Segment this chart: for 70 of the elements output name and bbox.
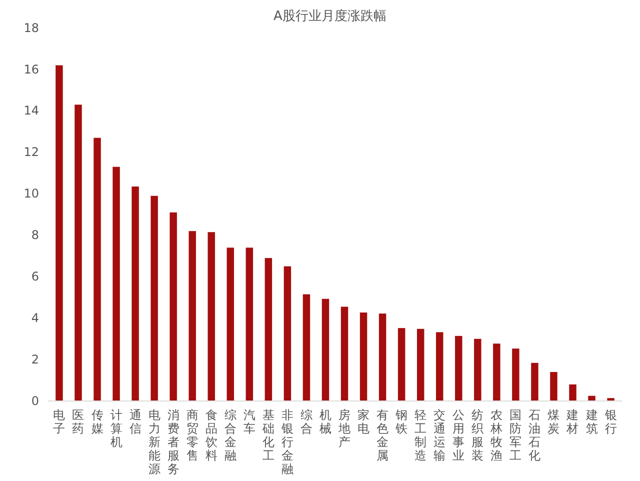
x-tick-label: 建筑 bbox=[584, 408, 598, 436]
y-tick-label: 16 bbox=[24, 62, 39, 76]
y-tick-label: 18 bbox=[24, 20, 39, 35]
x-tick-label: 计算机 bbox=[110, 408, 122, 449]
bar bbox=[188, 231, 196, 401]
x-tick-label: 纺织服装 bbox=[472, 408, 484, 462]
bar bbox=[246, 248, 254, 401]
y-tick-label: 2 bbox=[31, 352, 39, 366]
bar bbox=[588, 396, 596, 401]
x-tick-label: 医药 bbox=[72, 408, 84, 436]
x-tick-label: 综合 bbox=[300, 408, 312, 436]
bar bbox=[94, 138, 101, 401]
bar bbox=[74, 104, 82, 401]
x-tick-label: 公用事业 bbox=[452, 408, 465, 462]
x-tick-label: 房地产 bbox=[338, 408, 351, 449]
x-tick-label: 传媒 bbox=[91, 408, 104, 436]
y-tick-label: 8 bbox=[31, 228, 39, 242]
bar bbox=[512, 348, 520, 401]
x-tick-label: 综合金融 bbox=[224, 408, 236, 462]
x-tick-label: 电子 bbox=[53, 408, 66, 436]
x-tick-label: 交通运输 bbox=[434, 408, 446, 462]
x-tick-label: 消费者服务 bbox=[167, 408, 180, 476]
bar bbox=[322, 298, 330, 401]
bar bbox=[112, 166, 120, 401]
y-tick-label: 0 bbox=[31, 394, 39, 408]
y-tick-label: 4 bbox=[31, 310, 39, 325]
bar bbox=[302, 294, 310, 401]
bar bbox=[550, 372, 558, 401]
bar bbox=[132, 186, 139, 401]
x-tick-label: 煤炭 bbox=[548, 408, 560, 436]
x-tick-label: 非银行金融 bbox=[280, 408, 294, 476]
x-tick-label: 商贸零售 bbox=[186, 408, 198, 462]
bar bbox=[436, 332, 444, 401]
bar bbox=[340, 306, 348, 401]
bar bbox=[493, 344, 500, 401]
bar bbox=[226, 248, 234, 401]
bar bbox=[150, 196, 158, 401]
x-tick-label: 家电 bbox=[358, 408, 370, 436]
x-tick-label: 轻工制造 bbox=[414, 408, 427, 462]
x-tick-label: 石油石化 bbox=[528, 408, 541, 462]
x-tick-label: 基础化工 bbox=[261, 408, 274, 462]
chart-title: A股行业月度涨跌幅 bbox=[274, 8, 386, 24]
bar bbox=[531, 362, 538, 401]
bar bbox=[360, 312, 368, 401]
x-tick-label: 电力新能源 bbox=[148, 408, 160, 476]
x-tick-label: 国防军工 bbox=[510, 408, 522, 462]
bar bbox=[569, 384, 576, 401]
bar bbox=[455, 336, 462, 401]
x-tick-label: 银行 bbox=[604, 408, 617, 436]
bar bbox=[170, 212, 177, 401]
bar bbox=[398, 328, 406, 401]
bar bbox=[56, 65, 63, 401]
y-tick-label: 14 bbox=[24, 104, 39, 118]
x-tick-label: 钢铁 bbox=[394, 408, 408, 436]
bar bbox=[378, 314, 386, 401]
x-tick-label: 机械 bbox=[319, 408, 332, 436]
bar bbox=[474, 338, 482, 401]
x-tick-label: 食品饮料 bbox=[204, 408, 218, 462]
bar bbox=[416, 328, 424, 401]
bar bbox=[264, 258, 272, 401]
y-tick-label: 12 bbox=[24, 145, 39, 160]
bar bbox=[208, 232, 215, 401]
x-tick-label: 汽车 bbox=[243, 408, 256, 436]
y-tick-label: 6 bbox=[31, 270, 39, 284]
x-tick-label: 通信 bbox=[129, 408, 142, 436]
x-tick-label: 有色金属 bbox=[376, 408, 389, 462]
x-tick-label: 建材 bbox=[566, 408, 579, 436]
y-tick-label: 10 bbox=[24, 186, 39, 201]
x-tick-label: 农林牧渔 bbox=[490, 408, 503, 462]
bar bbox=[284, 266, 292, 401]
